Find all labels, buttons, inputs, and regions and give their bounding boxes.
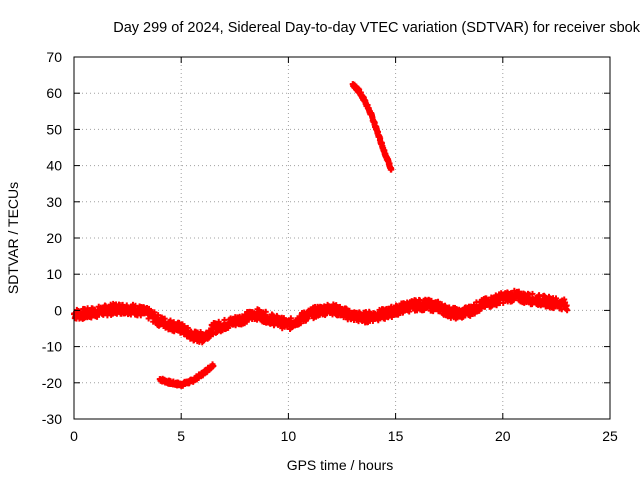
series-line <box>71 293 570 341</box>
chart-title: Day 299 of 2024, Sidereal Day-to-day VTE… <box>113 20 640 36</box>
x-tick-label: 20 <box>495 428 511 444</box>
y-tick-label: 50 <box>46 121 62 137</box>
x-tick-label: 5 <box>177 428 185 444</box>
x-tick-label: 25 <box>602 428 618 444</box>
y-tick-label: -30 <box>42 411 62 427</box>
series-line <box>157 362 216 388</box>
grid-lines <box>74 57 610 419</box>
x-tick-label: 15 <box>388 428 404 444</box>
x-tick-label: 10 <box>281 428 297 444</box>
series-arc <box>156 361 217 389</box>
y-tick-label: 0 <box>54 302 62 318</box>
x-axis-label: GPS time / hours <box>287 457 394 473</box>
y-tick-label: -20 <box>42 375 62 391</box>
y-tick-label: 40 <box>46 158 62 174</box>
axis-ticks: 0 5 10 15 20 25 -30 -20 -10 0 10 20 30 40 50 60 70 <box>42 49 618 444</box>
series-main <box>71 287 571 346</box>
series-line <box>350 81 394 172</box>
y-tick-label: 10 <box>46 266 62 282</box>
x-tick-label: 0 <box>70 428 78 444</box>
y-tick-label: 60 <box>46 85 62 101</box>
y-tick-label: -10 <box>42 339 62 355</box>
y-tick-label: 20 <box>46 230 62 246</box>
y-tick-label: 30 <box>46 194 62 210</box>
y-tick-label: 70 <box>46 49 62 65</box>
data-series <box>71 81 571 389</box>
y-axis-label: SDTVAR / TECUs <box>5 182 21 294</box>
series-steep <box>349 81 395 173</box>
